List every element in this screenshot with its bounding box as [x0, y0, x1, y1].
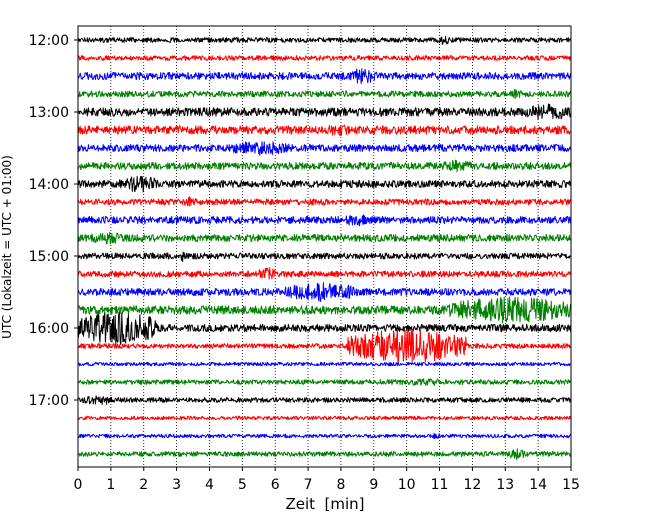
trace-1230 [77, 68, 572, 85]
trace-1445 [77, 231, 572, 245]
x-tick-label: 13 [496, 477, 514, 493]
trace-1215 [77, 55, 572, 61]
trace-1515 [77, 267, 572, 280]
y-tick-label: 14:00 [29, 177, 69, 193]
y-tick-label: 12:00 [29, 33, 69, 49]
y-tick-label: 16:00 [29, 321, 69, 337]
trace-1745 [77, 448, 572, 461]
trace-1345 [77, 159, 572, 173]
trace-1245 [77, 89, 572, 100]
trace-1630 [77, 361, 572, 367]
trace-1330 [77, 141, 572, 156]
y-tick-label: 15:00 [29, 249, 69, 265]
trace-1315 [77, 124, 572, 137]
x-axis-label: Zeit [min] [285, 495, 364, 513]
y-tick-label: 13:00 [29, 105, 69, 121]
trace-1700 [77, 395, 572, 405]
x-tick-label: 6 [271, 477, 280, 493]
trace-1715 [77, 415, 572, 421]
x-tick-label: 9 [369, 477, 378, 493]
x-tick-label: 3 [172, 477, 181, 493]
trace-1645 [77, 378, 572, 386]
trace-1400 [77, 175, 572, 193]
trace-1500 [77, 251, 572, 262]
x-tick-label: 7 [304, 477, 313, 493]
x-tick-label: 5 [238, 477, 247, 493]
trace-1200 [77, 35, 572, 45]
y-axis-ticks: 12:00 13:00 14:00 15:00 16:00 17:00 [29, 33, 78, 409]
x-tick-label: 0 [74, 477, 83, 493]
trace-1730 [77, 432, 572, 440]
x-tick-label: 15 [562, 477, 580, 493]
trace-1430 [77, 214, 572, 227]
trace-1600 [77, 311, 572, 345]
plot-frame [77, 25, 572, 468]
trace-layer [77, 35, 572, 461]
trace-1300 [77, 103, 572, 121]
x-tick-label: 14 [529, 477, 547, 493]
x-tick-label: 8 [336, 477, 345, 493]
trace-1415 [77, 196, 572, 207]
x-tick-label: 10 [398, 477, 416, 493]
x-tick-label: 12 [463, 477, 481, 493]
trace-1530 [77, 281, 572, 302]
x-tick-label: 11 [431, 477, 449, 493]
x-axis-ticks: 0 1 2 3 4 5 6 7 8 9 10 11 12 13 14 15 [74, 467, 580, 493]
x-tick-label: 4 [205, 477, 214, 493]
trace-1615 [77, 328, 572, 363]
y-tick-label: 17:00 [29, 393, 69, 409]
y-axis-label: UTC (Lokalzeit = UTC + 01:00) [0, 155, 14, 339]
trace-1545 [77, 296, 572, 324]
x-tick-label: 1 [106, 477, 115, 493]
x-tick-label: 2 [139, 477, 148, 493]
